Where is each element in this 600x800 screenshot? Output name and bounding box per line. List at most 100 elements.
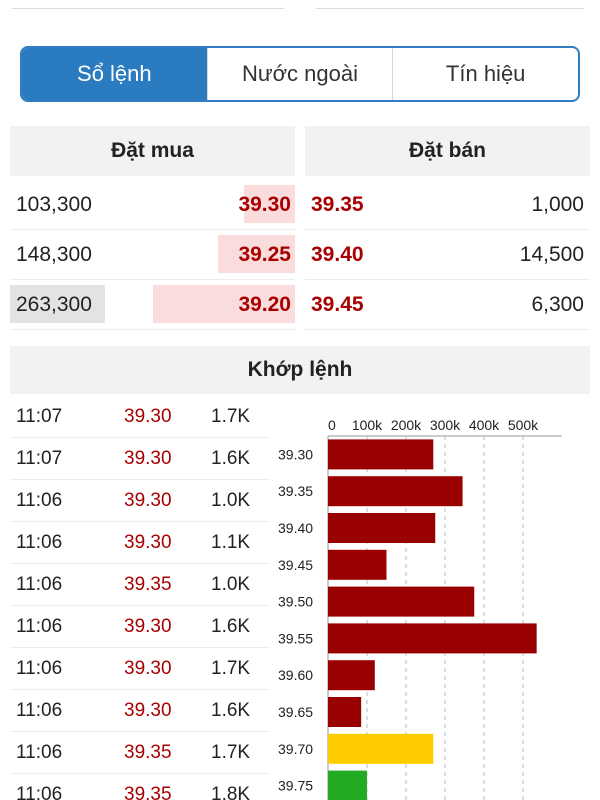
buy-order-row: 263,300 39.20: [10, 280, 295, 330]
match-row: 11:07 39.30 1.7K: [10, 396, 270, 438]
match-price: 39.35: [124, 784, 172, 800]
match-volume: 1.0K: [211, 574, 251, 595]
chart-category-label: 39.45: [278, 557, 313, 573]
chart-category-label: 39.40: [278, 520, 313, 536]
match-row: 11:06 39.35 1.7K: [10, 732, 270, 774]
chart-bar: [328, 513, 436, 543]
top-divider-strip: [0, 0, 600, 14]
match-time: 11:07: [16, 448, 63, 469]
match-price: 39.30: [124, 616, 172, 637]
match-time: 11:06: [16, 616, 63, 637]
chart-category-label: 39.75: [278, 778, 313, 794]
match-time: 11:06: [16, 658, 63, 679]
chart-tick-label: 100k: [352, 417, 383, 433]
depth-bar: [152, 285, 295, 323]
buy-header: Đặt mua: [10, 126, 295, 176]
match-volume: 1.7K: [211, 742, 251, 763]
buy-order-row: 103,300 39.30: [10, 180, 295, 230]
buy-price[interactable]: 39.25: [238, 243, 291, 266]
sell-order-row: 39.40 14,500: [305, 230, 590, 280]
sell-price[interactable]: 39.45: [311, 293, 364, 316]
buy-volume: 148,300: [16, 243, 92, 266]
match-price: 39.30: [124, 658, 172, 679]
sell-price[interactable]: 39.35: [311, 193, 364, 216]
chart-bar: [328, 770, 367, 800]
match-price: 39.30: [124, 532, 172, 553]
chart-category-label: 39.70: [278, 741, 313, 757]
buy-price[interactable]: 39.20: [238, 293, 291, 316]
match-time: 11:06: [16, 532, 63, 553]
chart-category-label: 39.65: [278, 704, 313, 720]
match-row: 11:06 39.30 1.7K: [10, 648, 270, 690]
sell-volume: 1,000: [531, 193, 584, 216]
tab-signals[interactable]: Tín hiệu: [392, 48, 578, 100]
chart-tick-label: 400k: [469, 417, 500, 433]
chart-category-label: 39.50: [278, 594, 313, 610]
match-time: 11:06: [16, 490, 63, 511]
match-volume: 1.6K: [211, 700, 251, 721]
match-time: 11:06: [16, 742, 63, 763]
match-time: 11:06: [16, 700, 63, 721]
tab-foreign[interactable]: Nước ngoài: [206, 48, 393, 100]
match-row: 11:06 39.35 1.8K: [10, 774, 270, 800]
match-price: 39.35: [124, 574, 172, 595]
tab-order-book[interactable]: Sổ lệnh: [22, 48, 207, 100]
depth-bar: [218, 235, 295, 273]
divider-line: [316, 8, 584, 9]
match-row: 11:06 39.30 1.6K: [10, 690, 270, 732]
match-volume: 1.7K: [211, 658, 251, 679]
buy-volume: 263,300: [16, 293, 92, 316]
chart-bar: [328, 623, 537, 654]
match-volume: 1.6K: [211, 448, 251, 469]
chart-category-label: 39.35: [278, 483, 313, 499]
buy-order-row: 148,300 39.25: [10, 230, 295, 280]
match-price: 39.35: [124, 742, 172, 763]
chart-category-label: 39.60: [278, 667, 313, 683]
match-row: 11:07 39.30 1.6K: [10, 438, 270, 480]
matching-header: Khớp lệnh: [10, 346, 590, 394]
chart-bar: [328, 697, 362, 727]
chart-tick-label: 300k: [430, 417, 461, 433]
match-time: 11:07: [16, 406, 63, 427]
volume-by-price-chart: 0 100k 200k 300k 400k 500k 39.30 39.35 39.40 39.4…: [270, 400, 600, 800]
chart-bar: [328, 733, 434, 764]
sell-price[interactable]: 39.40: [311, 243, 364, 266]
chart-bar: [328, 476, 463, 507]
match-price: 39.30: [124, 490, 172, 511]
match-price: 39.30: [124, 700, 172, 721]
match-price: 39.30: [124, 448, 172, 469]
match-row: 11:06 39.30 1.1K: [10, 522, 270, 564]
chart-bar: [328, 660, 375, 691]
chart-svg: 0 100k 200k 300k 400k 500k 39.30 39.35 39.40 39.4…: [278, 417, 562, 800]
chart-category-label: 39.55: [278, 630, 313, 646]
match-volume: 1.6K: [211, 616, 251, 637]
sell-volume: 14,500: [519, 243, 584, 266]
chart-category-label: 39.30: [278, 446, 313, 462]
sell-volume: 6,300: [531, 293, 584, 316]
sell-order-row: 39.45 6,300: [305, 280, 590, 330]
match-row: 11:06 39.35 1.0K: [10, 564, 270, 606]
sell-order-row: 39.35 1,000: [305, 180, 590, 230]
buy-price[interactable]: 39.30: [238, 193, 291, 216]
divider-line: [12, 8, 284, 9]
match-time: 11:06: [16, 574, 63, 595]
match-row: 11:06 39.30 1.0K: [10, 480, 270, 522]
match-row: 11:06 39.30 1.6K: [10, 606, 270, 648]
match-volume: 1.8K: [211, 784, 251, 800]
chart-tick-label: 0: [328, 417, 336, 433]
match-volume: 1.7K: [211, 406, 251, 427]
segmented-tabs: Sổ lệnh Nước ngoài Tín hiệu: [20, 46, 580, 102]
chart-bar: [328, 586, 475, 617]
chart-bar: [328, 439, 434, 470]
chart-tick-label: 500k: [508, 417, 539, 433]
volume-highlight: [10, 285, 105, 323]
chart-tick-label: 200k: [391, 417, 422, 433]
match-volume: 1.1K: [211, 532, 251, 553]
chart-bar: [328, 549, 387, 580]
match-volume: 1.0K: [211, 490, 251, 511]
depth-bar: [243, 185, 295, 223]
sell-header: Đặt bán: [305, 126, 590, 176]
buy-volume: 103,300: [16, 193, 92, 216]
match-price: 39.30: [124, 406, 172, 427]
match-time: 11:06: [16, 784, 63, 800]
